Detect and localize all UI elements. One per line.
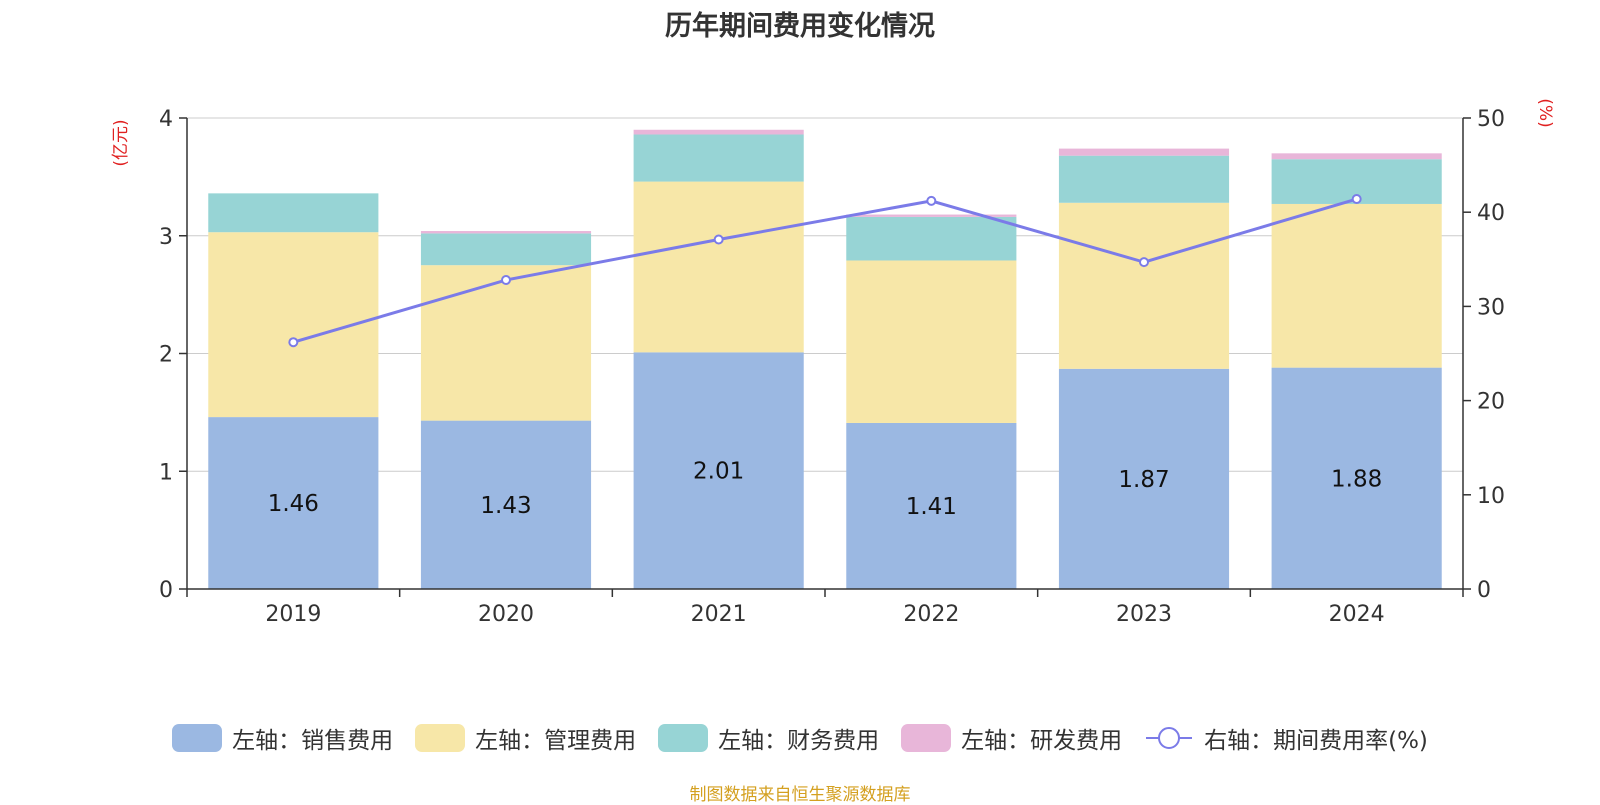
line-series	[288, 194, 1362, 348]
rate-line	[292, 197, 1358, 344]
rate-point[interactable]	[1139, 257, 1149, 268]
left-tick-label: 4	[159, 107, 173, 132]
legend-label-admin: 左轴：管理费用	[475, 728, 637, 754]
right-tick-label: 10	[1477, 484, 1505, 509]
bar-segment-s2[interactable]	[420, 233, 592, 266]
bar-segment-s0[interactable]	[420, 420, 592, 589]
rate-point[interactable]	[926, 195, 937, 206]
legend-item-rnd[interactable]: 左轴：研发费用	[901, 721, 1122, 755]
rate-point[interactable]	[1351, 194, 1362, 205]
bar-value-label: 1.41	[906, 494, 957, 520]
right-tick-label: 20	[1477, 390, 1505, 415]
left-axis-unit: (亿元)	[111, 119, 131, 166]
legend-item-rate[interactable]: 右轴：期间费用率(%)	[1144, 721, 1428, 755]
bar-value-label: 1.88	[1331, 466, 1382, 492]
bars	[208, 129, 1442, 589]
left-tick-label: 0	[159, 578, 173, 603]
bar-segment-s1[interactable]	[846, 260, 1017, 423]
bar-value-label: 2.01	[693, 459, 744, 485]
bar-segment-s3[interactable]	[633, 129, 804, 135]
bar-segment-s3[interactable]	[420, 231, 592, 234]
right-tick-label: 30	[1477, 295, 1505, 320]
legend-item-sales[interactable]: 左轴：销售费用	[172, 721, 393, 755]
x-tick-label: 2024	[1329, 602, 1385, 627]
legend-swatch-admin	[415, 724, 466, 752]
legend-swatch-finance	[658, 724, 709, 752]
bar-value-label: 1.43	[480, 493, 531, 519]
legend-item-admin[interactable]: 左轴：管理费用	[415, 721, 636, 755]
right-axis-unit: (%)	[1535, 98, 1555, 127]
bar-segment-s0[interactable]	[1271, 367, 1442, 589]
legend-label-finance: 左轴：财务费用	[718, 728, 880, 754]
legend-line-circle-icon	[1146, 727, 1193, 749]
bar-segment-s1[interactable]	[1058, 202, 1230, 369]
legend-swatch-rnd	[901, 724, 952, 752]
bar-segment-s0[interactable]	[633, 352, 804, 589]
bar-segment-s2[interactable]	[633, 134, 804, 182]
left-tick-label: 2	[159, 343, 173, 368]
bar-segment-s3[interactable]	[1058, 148, 1230, 156]
legend-swatch-sales	[172, 724, 223, 752]
bar-value-label: 1.87	[1118, 467, 1169, 493]
bar-segment-s2[interactable]	[1058, 155, 1230, 203]
left-tick-label: 1	[159, 460, 173, 485]
right-tick-label: 50	[1477, 107, 1505, 132]
x-tick-label: 2021	[691, 602, 747, 627]
rate-point[interactable]	[288, 337, 299, 348]
bar-segment-s3[interactable]	[846, 214, 1017, 217]
x-tick-label: 2019	[265, 602, 321, 627]
left-tick-label: 3	[159, 225, 173, 250]
bar-segment-s2[interactable]	[208, 193, 379, 233]
data-labels: 1.46 1.43 2.01 1.41 1.87 1.88	[268, 459, 1383, 520]
source-note: 制图数据来自恒生聚源数据库	[689, 785, 911, 805]
bar-segment-s1[interactable]	[633, 181, 804, 353]
bar-segment-s3[interactable]	[1271, 153, 1442, 160]
grid-lines	[187, 117, 1463, 472]
legend-label-rnd: 左轴：研发费用	[961, 728, 1123, 754]
x-tick-label: 2020	[478, 602, 534, 627]
bar-segment-s2[interactable]	[846, 216, 1017, 261]
bar-segment-s0[interactable]	[846, 422, 1017, 589]
x-tick-label: 2023	[1116, 602, 1172, 627]
bar-segment-s1[interactable]	[420, 265, 592, 421]
bar-segment-s0[interactable]	[1058, 368, 1230, 589]
bar-segment-s1[interactable]	[1271, 203, 1442, 368]
right-tick-label: 40	[1477, 201, 1505, 226]
chart-title: 历年期间费用变化情况	[665, 11, 935, 42]
bar-value-label: 1.46	[268, 491, 319, 517]
right-tick-label: 0	[1477, 578, 1491, 603]
legend-label-rate: 右轴：期间费用率(%)	[1204, 728, 1428, 754]
bar-segment-s0[interactable]	[208, 417, 379, 589]
rate-point[interactable]	[501, 275, 511, 286]
x-tick-label: 2022	[903, 602, 959, 627]
legend: 左轴：销售费用 左轴：管理费用 左轴：财务费用 左轴：研发费用 右轴：期间费用率…	[0, 721, 1600, 755]
rate-point[interactable]	[713, 234, 724, 245]
legend-label-sales: 左轴：销售费用	[232, 728, 394, 754]
legend-item-finance[interactable]: 左轴：财务费用	[658, 721, 879, 755]
